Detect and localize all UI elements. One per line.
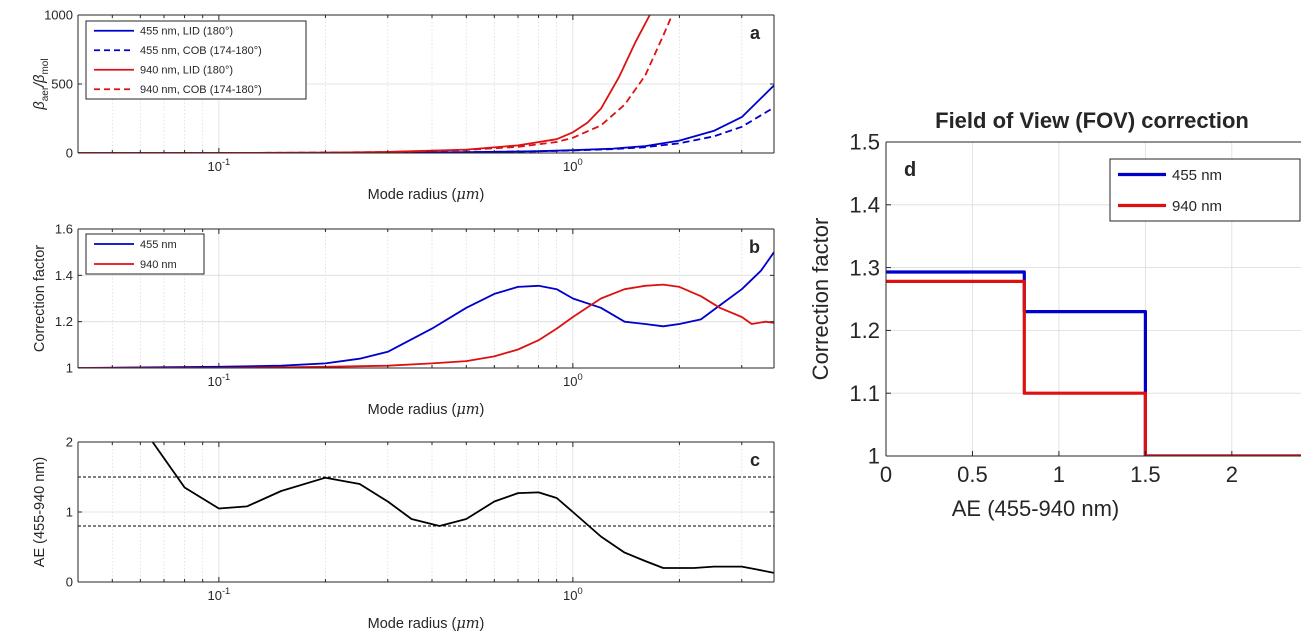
legend-label-1: 455 nm, COB (174-180°) bbox=[140, 45, 262, 57]
x-tick-label: 100 bbox=[563, 372, 583, 389]
x-tick-label: 100 bbox=[563, 586, 583, 603]
x-tick-label: 2 bbox=[1226, 462, 1238, 487]
x-tick-label-exponent: -1 bbox=[222, 157, 230, 167]
x-axis-label: Mode radius (μm) bbox=[368, 402, 485, 418]
y-tick-label: 1 bbox=[66, 505, 73, 520]
panel-label: c bbox=[750, 450, 760, 470]
x-tick-label-exponent: -1 bbox=[222, 586, 230, 596]
series-line-1 bbox=[78, 106, 774, 153]
y-tick-label: 1.3 bbox=[849, 255, 880, 280]
x-tick-label: 10-1 bbox=[207, 157, 230, 174]
y-tick-label: 1.4 bbox=[849, 193, 880, 218]
legend-box bbox=[85, 233, 205, 275]
y-tick-label: 1.2 bbox=[55, 314, 73, 329]
series-line-0 bbox=[78, 251, 774, 368]
x-tick-label-base: 10 bbox=[207, 374, 221, 389]
x-axis-label-prefix: Mode radius ( bbox=[368, 187, 457, 203]
legend: 455 nm 940 nm bbox=[85, 233, 205, 275]
x-axis-label-unit: μm bbox=[456, 187, 479, 203]
y-axis-label-subscript-aer: aer bbox=[40, 86, 51, 101]
x-axis-label-suffix: ) bbox=[480, 616, 485, 632]
y-tick-label: 1.2 bbox=[849, 318, 880, 343]
grid-lines bbox=[77, 441, 774, 583]
x-tick-label-base: 10 bbox=[207, 159, 221, 174]
x-tick-label-base: 10 bbox=[207, 588, 221, 603]
chart-title: Field of View (FOV) correction bbox=[935, 108, 1249, 133]
x-tick-label: 1.5 bbox=[1130, 462, 1161, 487]
legend-label-1: 940 nm bbox=[140, 259, 177, 271]
legend-box bbox=[1109, 158, 1301, 222]
y-axis-label-slash-beta: /β bbox=[32, 75, 48, 88]
series-line-0 bbox=[886, 270, 1301, 456]
x-axis-label: Mode radius (μm) bbox=[368, 187, 485, 203]
x-axis-label-suffix: ) bbox=[480, 187, 485, 203]
legend-label-3: 940 nm, COB (174-180°) bbox=[140, 84, 262, 96]
panel-label: b bbox=[749, 237, 760, 257]
y-axis-label: Correction factor bbox=[32, 245, 48, 352]
x-tick-label-exponent: -1 bbox=[222, 372, 230, 382]
y-tick-label: 500 bbox=[51, 77, 73, 92]
x-axis-label: AE (455-940 nm) bbox=[952, 496, 1120, 521]
y-tick-label: 1 bbox=[66, 361, 73, 376]
series-line-1 bbox=[78, 283, 774, 368]
legend-label-0: 455 nm bbox=[1172, 167, 1222, 184]
x-tick-label-exponent: 0 bbox=[577, 372, 582, 382]
legend-label-0: 455 nm bbox=[140, 239, 177, 251]
series-line-0 bbox=[151, 442, 774, 574]
panel-label: d bbox=[904, 159, 916, 181]
x-axis-label-prefix: Mode radius ( bbox=[368, 402, 457, 418]
y-axis-label: AE (455-940 nm) bbox=[32, 457, 48, 567]
legend-label-1: 940 nm bbox=[1172, 198, 1222, 215]
y-axis-label: Correction factor bbox=[808, 218, 833, 381]
x-tick-label: 100 bbox=[563, 157, 583, 174]
y-axis-label-subscript-mol: mol bbox=[40, 58, 51, 74]
x-axis-label-unit: μm bbox=[456, 402, 479, 418]
x-tick-label-exponent: 0 bbox=[577, 586, 582, 596]
y-axis-label-beta: β bbox=[32, 101, 48, 110]
legend-box bbox=[85, 20, 307, 100]
panel-label: a bbox=[750, 23, 761, 43]
x-tick-label: 10-1 bbox=[207, 372, 230, 389]
y-tick-label: 0 bbox=[66, 575, 73, 590]
x-tick-label-base: 10 bbox=[563, 374, 577, 389]
legend-label-0: 455 nm, LID (180°) bbox=[140, 26, 233, 38]
legend: 455 nm, LID (180°) 455 nm, COB (174-180°)… bbox=[85, 20, 307, 100]
x-tick-label: 0 bbox=[880, 462, 892, 487]
x-tick-label: 1 bbox=[1053, 462, 1065, 487]
legend-label-2: 940 nm, LID (180°) bbox=[140, 65, 233, 77]
y-tick-label: 1.6 bbox=[55, 222, 73, 237]
x-axis-label-unit: μm bbox=[456, 616, 479, 632]
x-tick-label-exponent: 0 bbox=[577, 157, 582, 167]
y-tick-label: 1.1 bbox=[849, 381, 880, 406]
legend: 455 nm 940 nm bbox=[1109, 158, 1301, 222]
x-axis-label: Mode radius (μm) bbox=[368, 616, 485, 632]
panel-d-fov-correction-chart: 1 1.1 1.2 1.3 1.4 1.5 0 0.5 1 1.5 2 AE (455-940 nm)… bbox=[808, 108, 1301, 521]
x-axis-label-suffix: ) bbox=[480, 402, 485, 418]
x-tick-label: 10-1 bbox=[207, 586, 230, 603]
x-axis-label-prefix: Mode radius ( bbox=[368, 616, 457, 632]
x-tick-label-base: 10 bbox=[563, 159, 577, 174]
y-tick-label: 1000 bbox=[44, 8, 73, 23]
y-tick-label: 0 bbox=[66, 146, 73, 161]
y-axis-label: βaer/βmol bbox=[32, 58, 51, 110]
series-line-1 bbox=[886, 279, 1301, 456]
x-tick-label-base: 10 bbox=[563, 588, 577, 603]
y-tick-label: 1 bbox=[868, 444, 880, 469]
y-tick-label: 2 bbox=[66, 435, 73, 450]
x-tick-label: 0.5 bbox=[957, 462, 988, 487]
y-tick-label: 1.5 bbox=[849, 130, 880, 155]
y-tick-label: 1.4 bbox=[55, 268, 73, 283]
